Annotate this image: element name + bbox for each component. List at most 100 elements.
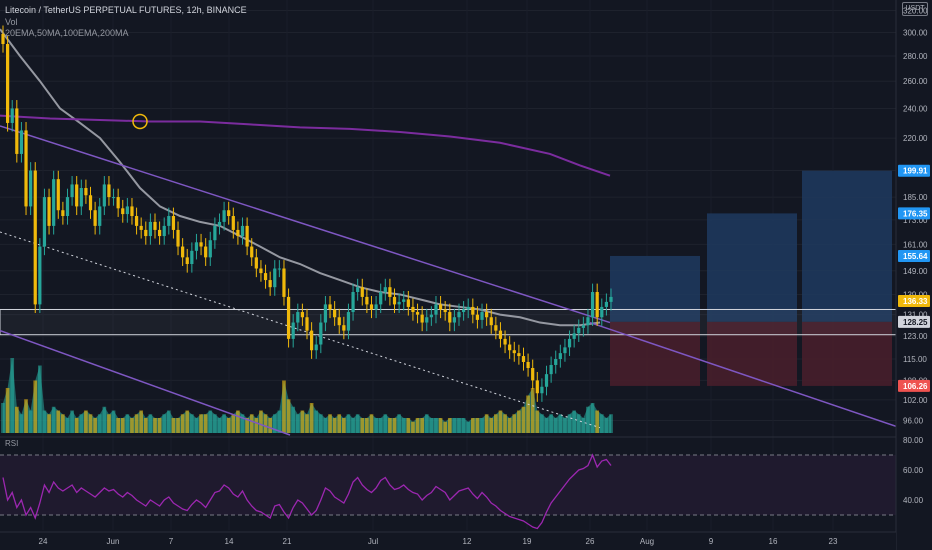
candle-body [480,312,484,320]
volume-bar [84,410,88,433]
time-tick-label: 26 [586,537,595,546]
volume-bar [272,414,277,433]
candle-body [70,184,74,198]
volume-bar [388,418,392,433]
candle-body [10,108,14,123]
trade-zones [0,170,897,386]
candles [1,25,613,402]
candle-body [498,330,503,339]
candle-body [319,322,323,345]
candle-body [328,304,332,310]
candle-body [19,130,24,154]
volume-bar [470,418,475,433]
volume-bar [245,418,249,433]
volume-indicator-label[interactable]: Vol [5,17,18,27]
volume-bar [199,414,203,433]
volume-bar [517,410,521,433]
volume-bar [540,414,544,433]
volume-bar [51,406,56,433]
volume-bar [180,414,185,433]
volume-bar [14,406,19,433]
volume-bar [185,410,190,433]
volume-bar [581,418,586,433]
candle-body [139,225,143,230]
candle-body [406,299,410,307]
candle-body [121,208,125,215]
price-tick-label: 149.00 [903,267,928,276]
price-tick-label: 240.00 [903,104,928,113]
candle-body [595,292,599,318]
candle-body [461,309,466,313]
volume-bar [429,418,434,433]
candle-body [503,338,507,345]
volume-bar [558,414,563,433]
time-tick-label: 7 [169,537,174,546]
candle-body [333,309,337,318]
price-label: 128.25 [903,318,928,327]
candle-body [323,304,328,323]
volume-bar [434,418,438,433]
volume-bar [231,414,236,433]
candle-body [176,229,180,247]
symbol-title[interactable]: Litecoin / TetherUS PERPETUAL FUTURES, 1… [5,5,247,15]
price-tick-label: 320.00 [903,6,928,15]
volume-bar [443,421,448,433]
volume-bar [576,414,581,433]
volume-bar [420,418,424,433]
price-tick-label: 173.00 [903,216,928,225]
rsi-tick-label: 80.00 [903,436,924,445]
candle-body [42,197,47,247]
volume-bar [609,414,613,433]
rsi-tick-label: 40.00 [903,496,924,505]
candle-body [273,268,277,288]
candle-body [162,225,166,237]
candle-body [250,246,254,258]
candle-body [263,273,268,281]
candle-body [337,317,341,326]
candle-body [282,268,286,297]
candle-body [383,287,387,293]
volume-bar [411,421,415,433]
candle-body [572,333,576,339]
candle-body [411,306,415,313]
price-label-bg [898,315,930,328]
candle-body [586,317,590,326]
volume-bar [572,410,576,433]
candle-body [609,296,613,302]
candle-body [305,317,309,331]
volume-bar [190,414,194,433]
price-label: 155.64 [903,252,928,261]
volume-bar [586,406,590,433]
currency-badge[interactable]: USDT [902,2,928,16]
volume-bar [38,365,42,433]
candle-body [531,368,535,381]
volume-bar [599,414,604,433]
candle-body [208,240,212,258]
volume-bar [217,418,222,433]
volume-bar [369,414,374,433]
volume-bar [346,414,351,433]
volume-bar [157,418,162,433]
moving-averages-label[interactable]: 20EMA,50MA,100EMA,200MA [5,28,129,38]
volume-bar [208,410,213,433]
time-tick-label: 21 [283,537,292,546]
price-tick-label: 139.00 [903,290,928,299]
candle-body [425,317,429,323]
volume-bar [424,414,429,433]
candle-body [600,306,604,318]
time-tick-label: 24 [39,537,48,546]
candle-body [475,314,480,320]
price-label: 176.35 [903,209,928,218]
volume-bar [507,418,512,433]
candle-body [291,322,295,339]
price-label: 199.91 [903,167,928,176]
stop-zone [802,321,892,386]
candle-body [277,268,281,270]
line-channel-bottom [0,329,291,436]
volume-bar [590,403,595,433]
candle-body [296,312,300,323]
volume-bar [332,418,337,433]
rsi-indicator-label[interactable]: RSI [5,439,19,448]
time-tick-label: 14 [225,537,234,546]
